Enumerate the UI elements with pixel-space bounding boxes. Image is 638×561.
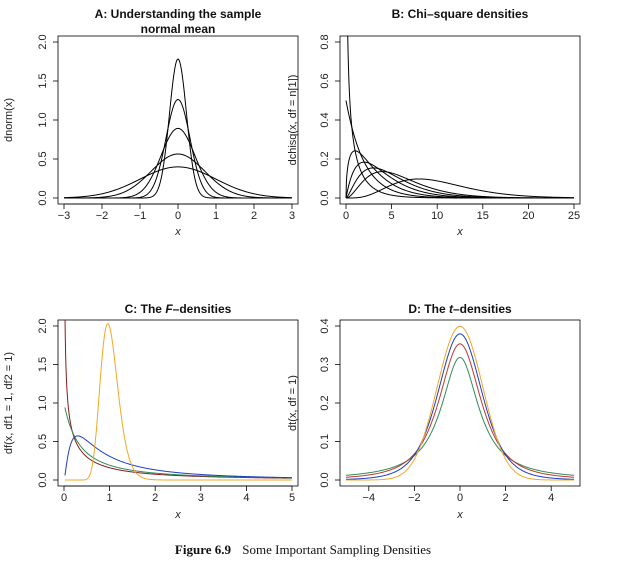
y-tick-label: 0.0 — [37, 190, 49, 205]
x-axis-label: x — [456, 226, 463, 238]
y-tick-label: 0.0 — [37, 472, 49, 487]
panel-b: B: Chi–square densities 0 5 10 15 20 25 x 0.0 0.2… — [287, 7, 581, 238]
x-tick-label: 1 — [107, 492, 113, 504]
x-tick-label: −2 — [96, 210, 109, 222]
x-tick-label: 0 — [343, 210, 349, 222]
x-tick-label: −1 — [134, 210, 147, 222]
y-tick-label: 0.4 — [319, 112, 331, 127]
x-tick-label: 5 — [289, 492, 295, 504]
y-tick-label: 0.5 — [37, 434, 49, 449]
panel-d: D: The t–densities −4 −2 0 2 4 x 0.0 0.1 0.2 0.3 0.… — [287, 302, 581, 521]
y-tick-label: 0.4 — [319, 318, 331, 333]
chart-title: normal mean — [141, 22, 216, 36]
series-curve — [345, 161, 574, 199]
series-curve — [345, 100, 574, 199]
x-tick-label: 4 — [548, 492, 554, 504]
series-curve — [345, 333, 575, 480]
caption-label: Figure 6.9 — [175, 542, 232, 557]
x-tick-label: 0 — [457, 492, 463, 504]
y-tick-label: 0.5 — [37, 151, 49, 166]
y-tick-label: 0.3 — [319, 357, 331, 372]
plot-frame — [57, 35, 299, 205]
chart-title: B: Chi–square densities — [392, 7, 529, 21]
series-curve — [64, 407, 293, 479]
figure-caption: Figure 6.9 Some Important Sampling Densi… — [175, 542, 431, 557]
y-tick-label: 0.0 — [319, 472, 331, 487]
series-curve — [64, 99, 292, 199]
x-tick-label: 5 — [389, 210, 395, 222]
x-tick-label: 3 — [289, 210, 295, 222]
x-tick-label: 0 — [61, 492, 67, 504]
x-tick-label: −4 — [363, 492, 376, 504]
series-curve — [346, 178, 574, 199]
y-tick-label: 2.0 — [37, 34, 49, 49]
plot-frame — [339, 319, 581, 487]
y-tick-label: 0.1 — [319, 434, 331, 449]
x-tick-label: −2 — [408, 492, 421, 504]
x-tick-label: −3 — [58, 210, 71, 222]
y-axis-label: dnorm(x) — [3, 98, 15, 142]
series-curve — [63, 166, 293, 199]
x-tick-label: 25 — [568, 210, 580, 222]
y-tick-label: 0.2 — [319, 395, 331, 410]
y-axis-label: dchisq(x, df = n[1]) — [287, 75, 299, 166]
y-tick-label: 0.6 — [319, 73, 331, 88]
x-tick-label: 10 — [431, 210, 443, 222]
y-tick-label: 0.0 — [319, 190, 331, 205]
y-axis-label: dt(x, df = 1) — [287, 375, 299, 431]
series-curve — [345, 343, 575, 478]
y-tick-label: 0.8 — [319, 34, 331, 49]
series-curve — [346, 325, 574, 481]
series-curve — [64, 127, 292, 199]
plot-frame — [57, 319, 299, 487]
y-tick-label: 1.0 — [37, 112, 49, 127]
y-tick-label: 1.5 — [37, 357, 49, 372]
x-tick-label: 2 — [503, 492, 509, 504]
series-curve — [64, 58, 292, 199]
chart-title: A: Understanding the sample — [95, 7, 262, 21]
series-curve — [64, 323, 292, 481]
panel-c: C: The F–densities 0 1 2 3 4 5 x 0.0 0.5 1.0 1.5 2.0… — [3, 302, 299, 521]
y-axis-label: df(x, df1 = 1, df2 = 1) — [3, 352, 15, 454]
chart-title: C: The F–densities — [125, 302, 232, 316]
x-tick-label: 4 — [243, 492, 249, 504]
series-curve — [345, 356, 575, 476]
x-tick-label: 2 — [152, 492, 158, 504]
series-curve — [64, 153, 292, 199]
x-tick-label: 3 — [198, 492, 204, 504]
x-tick-label: 1 — [213, 210, 219, 222]
y-tick-label: 1.0 — [37, 395, 49, 410]
x-tick-label: 20 — [522, 210, 534, 222]
y-tick-label: 1.5 — [37, 73, 49, 88]
caption-text: Some Important Sampling Densities — [242, 542, 431, 557]
x-tick-label: 2 — [251, 210, 257, 222]
x-axis-label: x — [174, 226, 181, 238]
y-tick-label: 2.0 — [37, 318, 49, 333]
x-axis-label: x — [174, 509, 181, 521]
series-curve — [64, 435, 293, 479]
x-tick-label: 15 — [477, 210, 489, 222]
y-tick-label: 0.2 — [319, 151, 331, 166]
x-tick-label: 0 — [175, 210, 181, 222]
series-curve — [345, 150, 574, 199]
x-axis-label: x — [456, 509, 463, 521]
series-curve — [345, 171, 574, 199]
chart-title: D: The t–densities — [408, 302, 512, 316]
